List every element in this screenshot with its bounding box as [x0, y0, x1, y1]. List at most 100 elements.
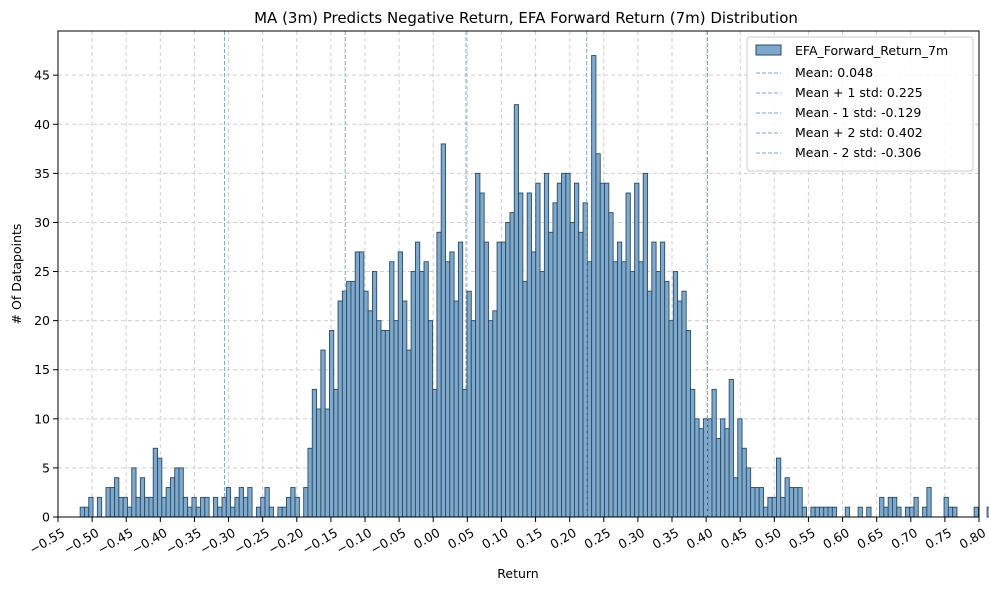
y-tick-label: 10: [34, 411, 50, 426]
histogram-bar: [698, 428, 704, 518]
histogram-bar: [212, 496, 219, 518]
histogram-bar: [393, 320, 399, 518]
histogram-bar: [810, 506, 816, 518]
histogram-bar: [139, 477, 146, 518]
histogram-bar: [161, 496, 167, 518]
histogram-bar: [367, 310, 373, 518]
histogram-bar: [118, 496, 124, 518]
histogram-bar: [492, 310, 498, 518]
histogram-bar: [741, 447, 747, 518]
legend-entry-mean: Mean: 0.048: [795, 65, 873, 80]
histogram-bar: [303, 487, 309, 518]
histogram-bar: [647, 290, 653, 518]
histogram-bar: [414, 241, 421, 518]
histogram-bar: [376, 320, 382, 518]
histogram-bar: [157, 457, 163, 518]
histogram-bar: [182, 496, 189, 518]
histogram-bar: [453, 300, 459, 518]
histogram-bar: [552, 202, 558, 518]
histogram-bar: [655, 271, 661, 518]
histogram-bar: [500, 241, 507, 518]
histogram-bar: [780, 496, 786, 518]
histogram-bar: [539, 271, 545, 518]
histogram-bar: [565, 172, 571, 518]
histogram-bar: [389, 261, 395, 518]
legend-entry-plus1: Mean + 1 std: 0.225: [795, 85, 923, 100]
y-tick-label: 25: [34, 264, 50, 279]
histogram-bar: [204, 496, 210, 518]
histogram-bar: [436, 231, 442, 518]
histogram-bar: [745, 467, 752, 518]
histogram-bar: [217, 506, 223, 518]
histogram-bar: [294, 496, 300, 518]
histogram-bar: [247, 487, 253, 518]
histogram-bar: [144, 496, 150, 518]
histogram-bar: [333, 388, 339, 518]
histogram-bar: [449, 251, 455, 518]
histogram-bar: [866, 506, 872, 518]
histogram-bar: [264, 487, 270, 518]
histogram-bar: [926, 487, 932, 518]
histogram-bar: [793, 487, 799, 518]
histogram-bar: [947, 506, 954, 518]
histogram-bar: [651, 241, 657, 518]
histogram-bar: [952, 506, 958, 518]
y-tick-label: 45: [34, 68, 50, 83]
histogram-bar: [371, 271, 378, 518]
y-axis-ticks: 0 5 10 15 20 25 30 35 40 45: [34, 68, 58, 525]
histogram-bar: [337, 300, 343, 518]
histogram-bar: [586, 261, 593, 518]
histogram-bar: [677, 300, 683, 518]
histogram-bar: [775, 457, 782, 518]
histogram-bar: [479, 192, 485, 518]
reference-lines: [223, 31, 708, 517]
histogram-bar: [801, 506, 807, 518]
histogram-bar: [672, 271, 679, 518]
histogram-bar: [690, 388, 696, 518]
histogram-bar: [200, 496, 206, 518]
legend-entry-plus2: Mean + 2 std: 0.402: [795, 125, 923, 140]
histogram-bar: [152, 447, 158, 518]
histogram-bar: [384, 330, 391, 518]
histogram-bar: [621, 261, 627, 518]
histogram-bar: [277, 506, 283, 518]
histogram-bar: [320, 349, 326, 518]
histogram-bar: [230, 506, 236, 518]
histogram-bar: [432, 388, 438, 518]
histogram-bar: [638, 261, 644, 518]
histogram-bar: [513, 104, 520, 518]
histogram-bar: [410, 271, 416, 518]
histogram-bar: [423, 261, 429, 518]
histogram-bar: [281, 506, 287, 518]
histogram-bar: [754, 487, 760, 518]
plot-frame: [57, 30, 980, 518]
histogram-bar: [255, 506, 262, 518]
histogram-bar: [668, 320, 674, 518]
legend-swatch-bar: [755, 44, 782, 56]
legend: EFA_Forward_Return_7m Mean: 0.048 Mean +…: [746, 36, 974, 172]
histogram-bar: [758, 487, 765, 518]
histogram-bar: [599, 182, 605, 518]
histogram-bar: [595, 153, 601, 518]
histogram-bar: [445, 261, 451, 518]
histogram-bar: [225, 487, 232, 518]
histogram-bar: [535, 182, 541, 518]
legend-entry-minus1: Mean - 1 std: -0.129: [795, 105, 921, 120]
histogram-bar: [131, 467, 137, 518]
histogram-bar: [427, 320, 434, 518]
histogram-bar: [307, 447, 313, 518]
histogram-bar: [135, 496, 141, 518]
histogram-bar: [578, 231, 584, 518]
histogram-bar: [470, 320, 477, 518]
histogram-bar: [733, 477, 739, 518]
histogram-bar: [346, 280, 352, 518]
histogram-bar: [728, 379, 734, 518]
histogram-bar: [84, 506, 90, 518]
histogram-bar: [724, 428, 730, 518]
histogram-bar: [694, 418, 700, 518]
histogram-bar: [844, 506, 850, 518]
y-tick-label: 15: [34, 362, 50, 377]
histogram-bar: [195, 506, 201, 518]
histogram-bar: [316, 408, 322, 518]
